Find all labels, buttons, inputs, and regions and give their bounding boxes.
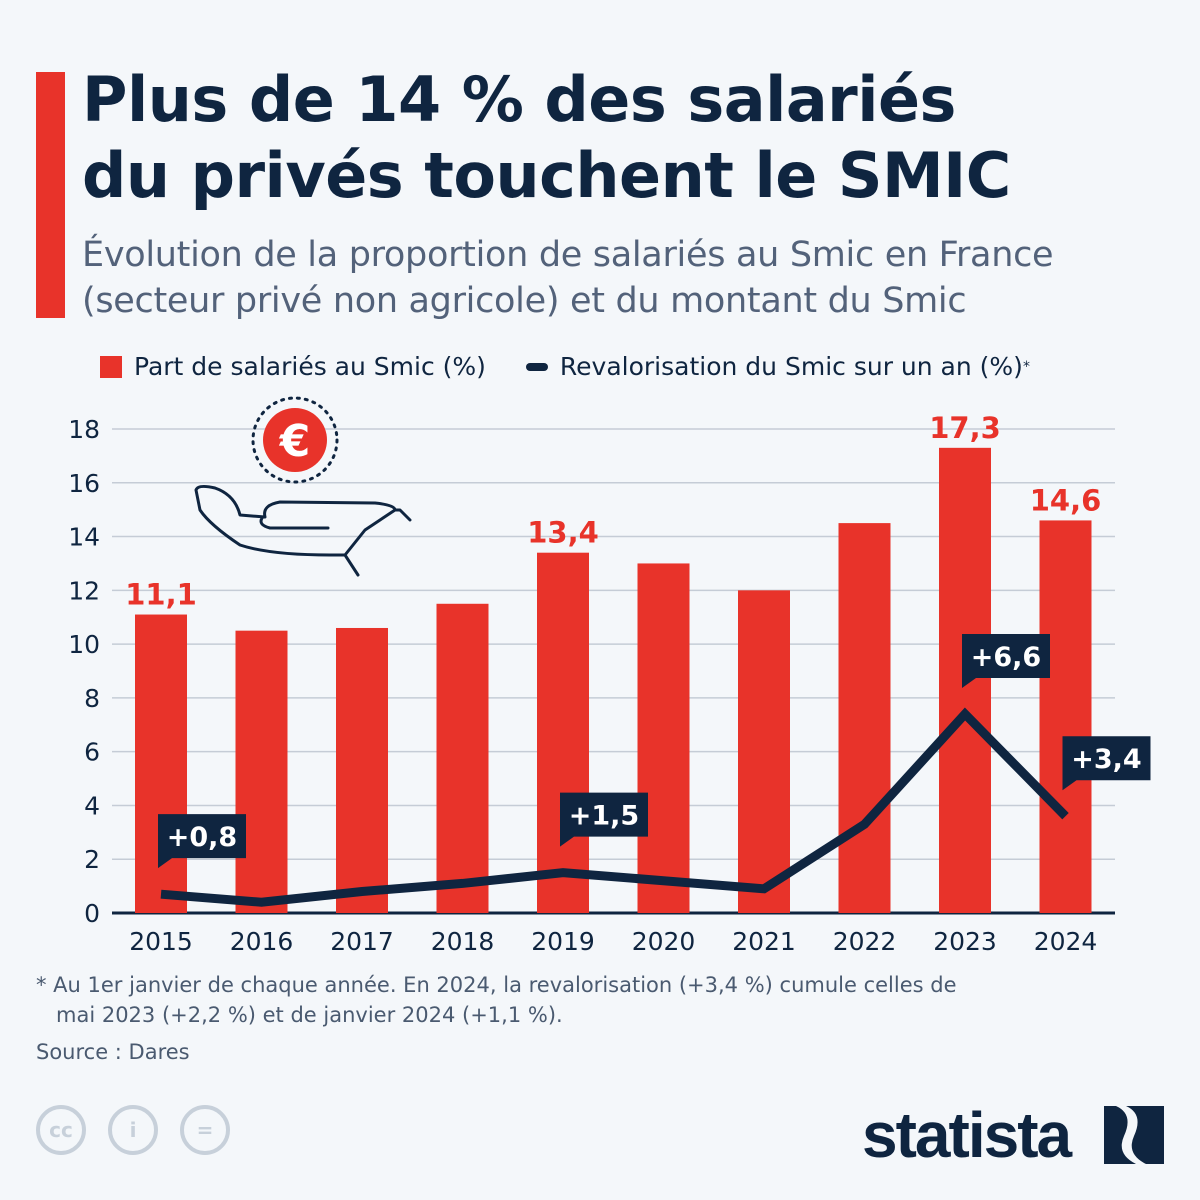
svg-text:€: €: [279, 416, 311, 467]
x-tick-label: 2015: [129, 927, 193, 956]
y-tick-label: 14: [68, 523, 100, 552]
y-tick-label: 4: [84, 791, 100, 820]
accent-bar: [36, 72, 65, 318]
bar-2021: [738, 590, 790, 913]
bar-2019: [537, 552, 589, 913]
x-tick-label: 2019: [531, 927, 595, 956]
y-tick-label: 0: [84, 899, 100, 928]
bar-value-label: 13,4: [527, 516, 599, 550]
legend-bar-swatch: [100, 355, 122, 378]
footnote: * Au 1er janvier de chaque année. En 202…: [36, 973, 957, 1027]
bar-2015: [135, 614, 187, 913]
line-value-callout: +6,6: [962, 634, 1050, 689]
y-tick-label: 6: [84, 738, 100, 767]
x-tick-label: 2017: [330, 927, 394, 956]
bar-2020: [637, 563, 690, 913]
chart: 0 2 4 6 8 10 12 14 16 18 2015 2016 2017 2018 2019 2020 2…: [68, 396, 1151, 956]
legend-line-label: Revalorisation du Smic sur un an (%): [559, 352, 1023, 381]
statista-logo-icon: [1104, 1106, 1164, 1164]
no-derivatives-icon[interactable]: =: [180, 1105, 230, 1155]
page-title: Plus de 14 % des salariés du privés touch…: [82, 63, 1011, 212]
y-tick-label: 18: [68, 415, 100, 444]
line-value-callout: +3,4: [1062, 736, 1151, 791]
bar-2016: [235, 630, 288, 913]
revalorisation-line: [160, 707, 1069, 907]
bar-value-label: 17,3: [929, 411, 1001, 445]
bar-2022: [838, 523, 891, 913]
y-tick-label: 8: [84, 684, 100, 713]
bar-value-label: 11,1: [125, 578, 197, 612]
line-value-label: +1,5: [569, 801, 639, 832]
legend-bar-label: Part de salariés au Smic (%): [134, 352, 486, 381]
hand-euro-icon: €: [194, 396, 412, 577]
x-tick-label: 2020: [632, 927, 696, 956]
source: Source : Dares: [36, 1040, 190, 1064]
x-tick-label: 2022: [833, 927, 897, 956]
bar-2018: [436, 603, 489, 913]
bar-value-label: 14,6: [1030, 483, 1102, 517]
subtitle: Évolution de la proportion de salariés a…: [82, 235, 1054, 321]
line-value-label: +6,6: [971, 642, 1041, 673]
bar-2024: [1039, 520, 1092, 913]
line-value-callout: +1,5: [560, 792, 648, 847]
x-tick-label: 2023: [933, 927, 997, 956]
legend: Part de salariés au Smic (%) Revalorisat…: [100, 352, 1030, 381]
line-value-label: +3,4: [1071, 744, 1141, 775]
bar-2017: [336, 627, 388, 913]
y-tick-label: 2: [84, 845, 100, 874]
statista-logo[interactable]: statista: [862, 1099, 1072, 1171]
y-tick-label: 12: [68, 576, 100, 605]
x-tick-label: 2018: [431, 927, 495, 956]
x-tick-label: 2021: [732, 927, 796, 956]
legend-asterisk: *: [1022, 358, 1030, 375]
line-value-label: +0,8: [167, 822, 237, 853]
cc-icon[interactable]: cc: [36, 1105, 86, 1155]
y-tick-label: 16: [68, 469, 100, 498]
y-tick-label: 10: [68, 630, 100, 659]
legend-line-swatch: [525, 362, 548, 371]
line-value-callout: +0,8: [158, 814, 246, 869]
attribution-icon[interactable]: i: [108, 1105, 158, 1155]
x-tick-label: 2016: [230, 927, 294, 956]
x-tick-label: 2024: [1034, 927, 1098, 956]
